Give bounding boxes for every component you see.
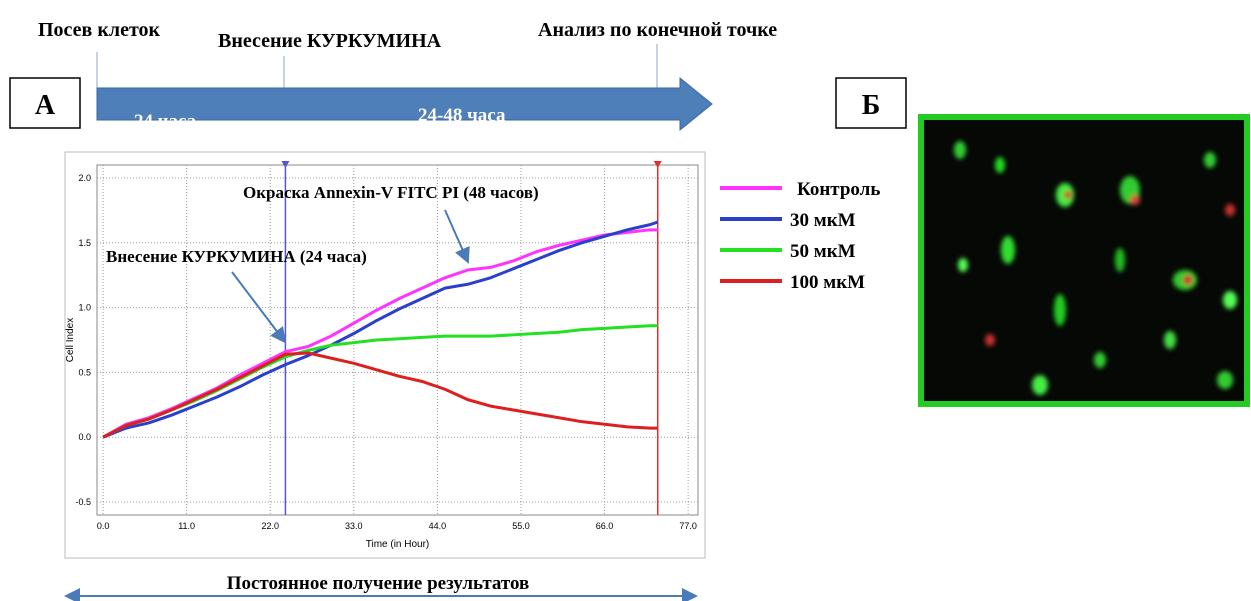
y-tick-label: 1.5: [78, 238, 91, 248]
legend-label: 100 мкМ: [790, 272, 865, 293]
annotation: Окраска Annexin-V FITC PI (48 часов): [243, 183, 539, 202]
event-label: Посев клеток: [38, 19, 161, 41]
x-tick-label: 22.0: [261, 521, 279, 531]
microscopy-image: [921, 117, 1247, 404]
period-label: 24 часа: [134, 111, 197, 132]
footer-label: Постоянное получение результатов: [227, 573, 530, 594]
legend-label: 30 мкМ: [790, 210, 856, 231]
y-tick-label: 0.0: [78, 432, 91, 442]
panel-label: А: [35, 90, 56, 121]
legend-label: 50 мкМ: [790, 241, 856, 262]
legend-label: Контроль: [797, 179, 880, 200]
y-tick-label: -0.5: [75, 497, 91, 507]
x-tick-label: 77.0: [679, 521, 697, 531]
legend: Контроль 30 мкМ 50 мкМ 100 мкМ: [720, 179, 880, 293]
x-tick-label: 55.0: [512, 521, 530, 531]
x-tick-label: 11.0: [178, 521, 195, 531]
x-axis-label: Time (in Hour): [366, 539, 430, 550]
chart: -0.5 0.0 0.5 1.0 1.5 2.0 0.0 11.0 22.0 33.0 44.0 55…: [65, 161, 698, 550]
x-tick-label: 0.0: [97, 521, 110, 531]
y-tick-label: 1.0: [78, 303, 91, 313]
annotation: Внесение КУРКУМИНА (24 часа): [106, 247, 367, 266]
x-tick-label: 33.0: [345, 521, 363, 531]
y-tick-label: 2.0: [78, 173, 91, 183]
event-label: Анализ по конечной точке: [538, 19, 777, 41]
y-axis-label: Cell Index: [65, 318, 76, 362]
x-tick-label: 66.0: [596, 521, 614, 531]
y-tick-label: 0.5: [78, 367, 91, 377]
period-label: 24-48 часа: [418, 105, 506, 126]
figure: Посев клеток Внесение КУРКУМИНА Анализ п…: [0, 0, 1251, 601]
x-tick-label: 44.0: [429, 521, 447, 531]
event-label: Внесение КУРКУМИНА: [218, 30, 442, 52]
panel-label: Б: [862, 90, 881, 121]
